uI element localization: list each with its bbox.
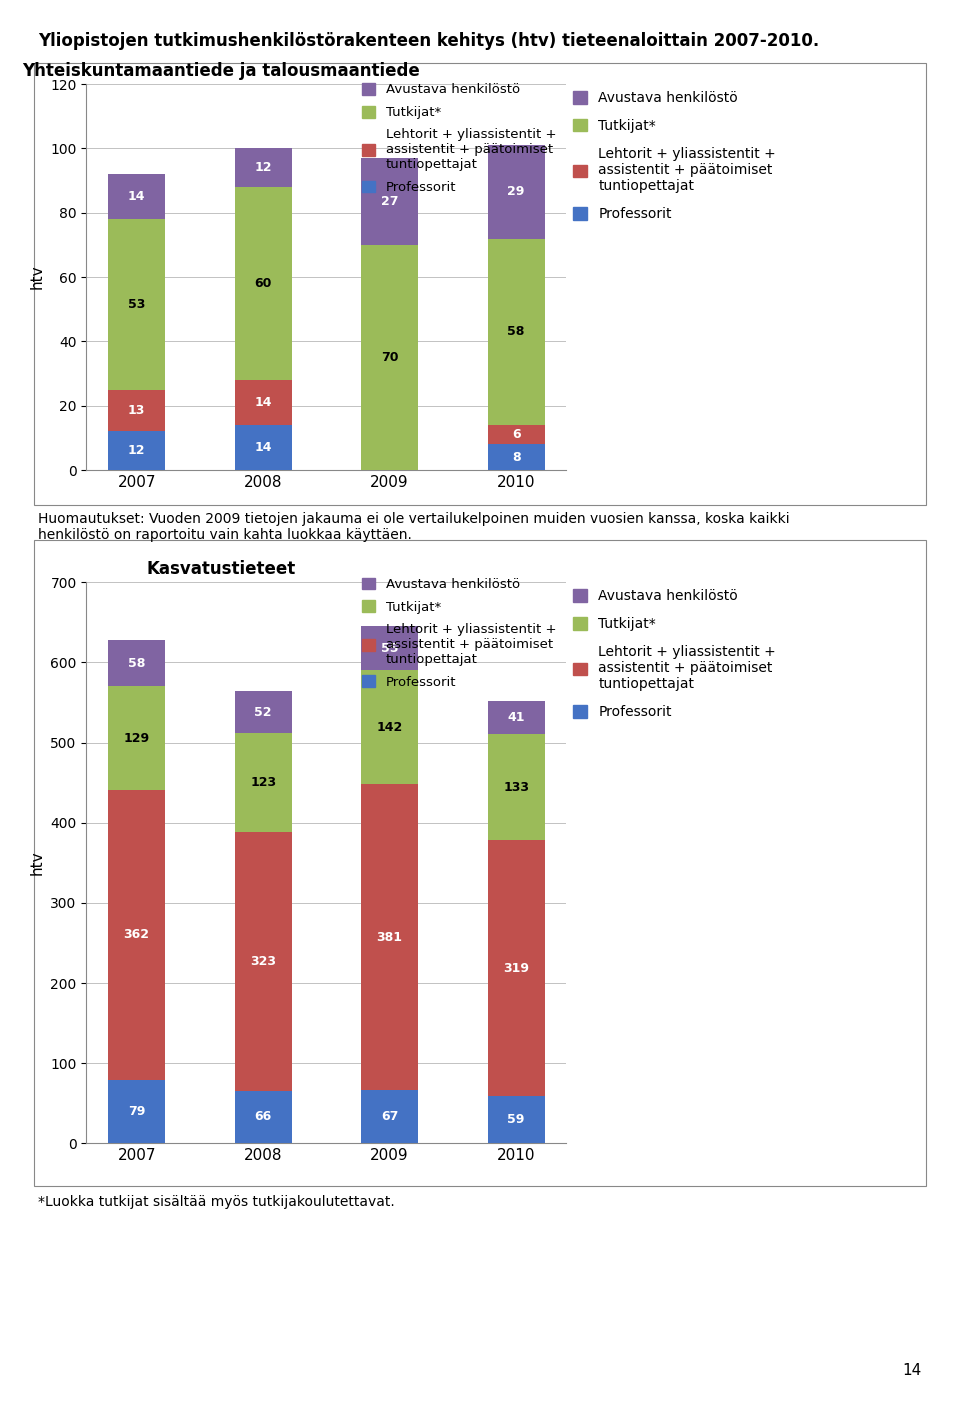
Y-axis label: htv: htv <box>30 850 45 875</box>
Text: *Luokka tutkijat sisältää myös tutkijakoulutettavat.: *Luokka tutkijat sisältää myös tutkijako… <box>38 1195 396 1209</box>
Legend: Avustava henkilöstö, Tutkijat*, Lehtorit + yliassistentit +
assistentit + päätoi: Avustava henkilöstö, Tutkijat*, Lehtorit… <box>573 589 776 720</box>
Title: Kasvatustieteet: Kasvatustieteet <box>146 560 296 578</box>
Text: 14: 14 <box>254 441 272 455</box>
Text: 66: 66 <box>254 1111 272 1124</box>
Text: 14: 14 <box>254 396 272 410</box>
Text: 52: 52 <box>254 706 272 718</box>
Bar <box>488 146 544 239</box>
Text: 123: 123 <box>251 776 276 788</box>
Text: 6: 6 <box>512 428 520 441</box>
Bar <box>108 686 165 790</box>
Text: 67: 67 <box>381 1110 398 1122</box>
Bar <box>361 246 419 470</box>
Bar <box>361 784 419 1090</box>
Text: 60: 60 <box>254 276 272 290</box>
Text: 14: 14 <box>902 1362 922 1378</box>
Bar <box>234 380 292 425</box>
Bar <box>488 425 544 445</box>
Text: 12: 12 <box>128 445 145 457</box>
Title: Yhteiskuntamaantiede ja talousmaantiede: Yhteiskuntamaantiede ja talousmaantiede <box>22 62 420 80</box>
Text: 27: 27 <box>381 195 398 208</box>
Bar <box>361 626 419 671</box>
Text: Huomautukset: Vuoden 2009 tietojen jakauma ei ole vertailukelpoinen muiden vuosi: Huomautukset: Vuoden 2009 tietojen jakau… <box>38 512 790 543</box>
Text: 133: 133 <box>503 780 529 794</box>
Legend: Avustava henkilöstö, Tutkijat*, Lehtorit + yliassistentit +
assistentit + päätoi: Avustava henkilöstö, Tutkijat*, Lehtorit… <box>362 578 556 689</box>
Y-axis label: htv: htv <box>30 265 45 289</box>
Bar <box>361 671 419 784</box>
Bar <box>488 445 544 470</box>
Text: 381: 381 <box>376 930 402 943</box>
Bar <box>234 425 292 470</box>
Bar <box>234 149 292 187</box>
Text: 13: 13 <box>128 404 145 417</box>
Bar <box>488 702 544 734</box>
Text: 14: 14 <box>128 191 145 203</box>
Text: 12: 12 <box>254 161 272 174</box>
Bar <box>361 159 419 246</box>
Text: 129: 129 <box>124 732 150 745</box>
Text: 53: 53 <box>128 297 145 311</box>
Bar <box>361 1090 419 1143</box>
Text: 79: 79 <box>128 1106 145 1118</box>
Bar <box>234 832 292 1090</box>
Bar <box>488 239 544 425</box>
Text: 55: 55 <box>381 643 398 655</box>
Text: 58: 58 <box>508 325 525 338</box>
Legend: Avustava henkilöstö, Tutkijat*, Lehtorit + yliassistentit +
assistentit + päätoi: Avustava henkilöstö, Tutkijat*, Lehtorit… <box>573 91 776 222</box>
Bar <box>108 219 165 390</box>
Text: 29: 29 <box>508 185 525 198</box>
Text: 41: 41 <box>508 711 525 724</box>
Text: 142: 142 <box>376 721 403 734</box>
Text: 59: 59 <box>508 1114 525 1127</box>
Bar <box>108 390 165 432</box>
Bar <box>108 1080 165 1143</box>
Bar <box>488 840 544 1096</box>
Bar <box>108 790 165 1080</box>
Text: 58: 58 <box>128 657 145 669</box>
Text: 8: 8 <box>512 450 520 463</box>
Bar <box>234 692 292 732</box>
Bar <box>234 732 292 832</box>
Bar <box>234 1090 292 1143</box>
Legend: Avustava henkilöstö, Tutkijat*, Lehtorit + yliassistentit +
assistentit + päätoi: Avustava henkilöstö, Tutkijat*, Lehtorit… <box>362 83 556 194</box>
Bar <box>108 174 165 219</box>
Text: 319: 319 <box>503 962 529 975</box>
Text: Yliopistojen tutkimushenkilöstörakenteen kehitys (htv) tieteenaloittain 2007-201: Yliopistojen tutkimushenkilöstörakenteen… <box>38 32 820 51</box>
Bar <box>488 1096 544 1143</box>
Text: 362: 362 <box>124 929 150 941</box>
Bar <box>108 432 165 470</box>
Bar <box>234 187 292 380</box>
Text: 323: 323 <box>251 954 276 968</box>
Bar <box>488 734 544 840</box>
Text: 70: 70 <box>381 351 398 363</box>
Bar <box>108 640 165 686</box>
